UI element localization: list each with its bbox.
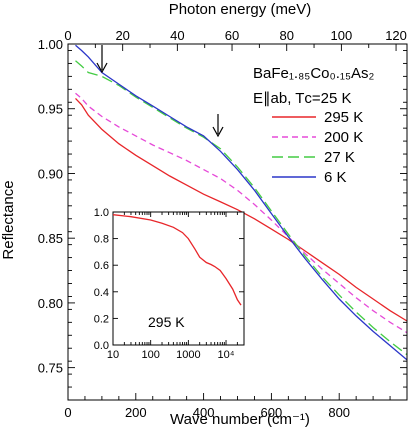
- inset-x-tick-label: 1000: [176, 349, 200, 361]
- series-line-0: [75, 97, 408, 322]
- legend-label: 27 K: [324, 149, 355, 166]
- top-axis-label: Photon energy (meV): [169, 1, 312, 18]
- top-tick-label: 60: [225, 28, 239, 43]
- top-tick-label: 0: [64, 28, 71, 43]
- series-line-2: [75, 60, 408, 356]
- x-tick-label: 400: [193, 405, 215, 420]
- legend-label: 200 K: [324, 129, 363, 146]
- inset-series-line: [112, 214, 242, 306]
- y-tick-label: 0.85: [38, 231, 63, 246]
- inset-x-tick-label: 100: [141, 349, 159, 361]
- arrow-annotation-mid-freq: [212, 114, 224, 138]
- main-series-lines: [75, 44, 408, 361]
- x-axis-label: Wave number (cm⁻¹): [170, 411, 310, 428]
- inset-frame: [112, 211, 245, 346]
- inset-y-tick-label: 0.6: [94, 260, 109, 272]
- x-tick-label: 800: [328, 405, 350, 420]
- sample-label: BaFe₁.₈₅Co₀.₁₅As₂: [253, 65, 375, 82]
- legend: 295 K 200 K 27 K 6 K: [272, 109, 363, 186]
- inset-y-tick-label: 1.0: [94, 207, 109, 219]
- x-tick-label: 200: [125, 405, 147, 420]
- y-tick-label: 1.00: [38, 37, 63, 52]
- y-axis-label: Reflectance: [0, 180, 17, 259]
- inset-y-tick-label: 0.2: [94, 313, 109, 325]
- series-line-1: [75, 92, 408, 334]
- y-tick-label: 0.90: [38, 166, 63, 181]
- top-tick-label: 20: [115, 28, 129, 43]
- inset-temperature-label: 295 K: [148, 314, 185, 330]
- arrow-annotation-low-freq: [96, 45, 108, 74]
- top-tick-label: 120: [385, 28, 407, 43]
- y-tick-label: 0.75: [38, 361, 63, 376]
- inset-chart: 0.0 0.2 0.4 0.6 0.8 1.0 10 100 1000 10⁴ 295 K: [94, 207, 245, 361]
- x-tick-label: 600: [261, 405, 283, 420]
- x-tick-label: 0: [64, 405, 71, 420]
- top-tick-label: 100: [331, 28, 353, 43]
- top-tick-label: 40: [170, 28, 184, 43]
- main-plot-frame: [67, 43, 408, 401]
- inset-y-tick-label: 0.4: [94, 287, 109, 299]
- inset-y-tick-label: 0.8: [94, 234, 109, 246]
- series-line-3: [75, 44, 408, 361]
- condition-label: E∥ab, Tᴄ=25 K: [253, 90, 352, 107]
- legend-label: 6 K: [324, 169, 347, 186]
- inset-y-tick-label: 0.0: [94, 340, 109, 352]
- inset-x-tick-label: 10⁴: [218, 349, 235, 361]
- inset-x-tick-label: 10: [107, 349, 119, 361]
- y-tick-label: 0.95: [38, 102, 63, 117]
- top-tick-label: 80: [279, 28, 293, 43]
- legend-label: 295 K: [324, 109, 363, 126]
- y-tick-label: 0.80: [38, 296, 63, 311]
